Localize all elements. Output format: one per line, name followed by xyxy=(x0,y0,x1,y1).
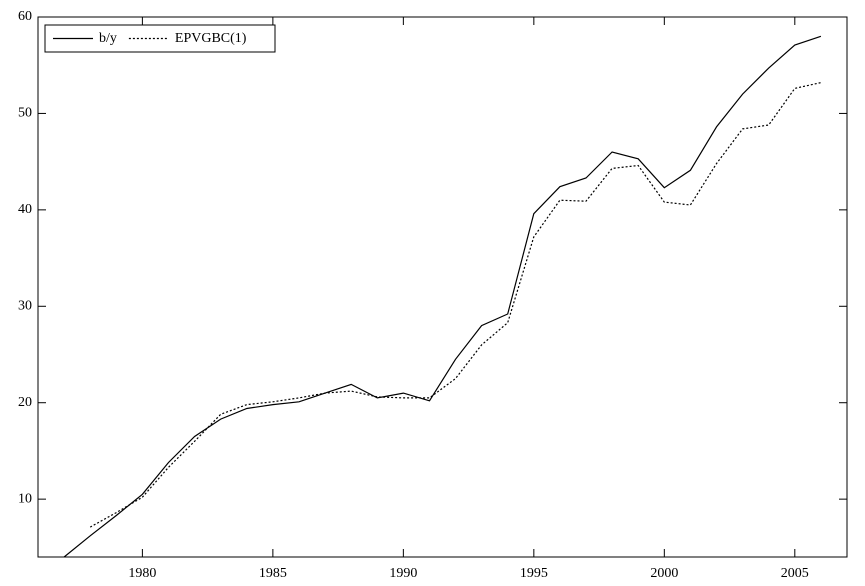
x-tick-label: 1980 xyxy=(128,566,156,581)
x-tick-label: 1985 xyxy=(259,566,287,581)
x-tick-label: 1990 xyxy=(389,566,417,581)
y-tick-label: 30 xyxy=(18,299,32,314)
y-tick-label: 40 xyxy=(18,202,32,217)
legend-label: b/y xyxy=(99,31,117,46)
y-tick-label: 50 xyxy=(18,106,32,121)
y-tick-label: 10 xyxy=(18,491,32,506)
plot-frame xyxy=(37,16,848,558)
y-tick-label: 20 xyxy=(18,395,32,410)
series-line xyxy=(89,82,822,528)
legend-label: EPVGBC(1) xyxy=(175,31,247,46)
x-tick-label: 1995 xyxy=(520,566,548,581)
x-tick-label: 2005 xyxy=(781,566,809,581)
y-tick-label: 60 xyxy=(18,9,32,24)
x-tick-label: 2000 xyxy=(650,566,678,581)
series-line xyxy=(63,35,822,558)
